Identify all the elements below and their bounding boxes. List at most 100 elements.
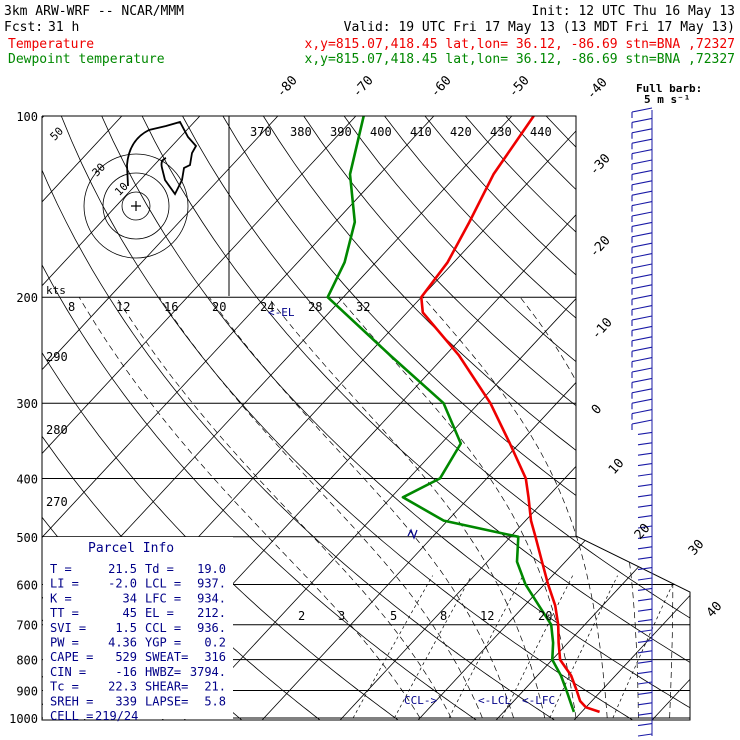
isotherm-label: 0 <box>589 402 605 418</box>
mixing-ratio-line <box>501 575 574 719</box>
isotherm <box>641 116 690 720</box>
mixing-ratio-upper-label: 8 <box>68 300 75 314</box>
pressure-label-900: 900 <box>16 684 38 698</box>
wind-barb <box>631 149 653 160</box>
parcel-row-label: K = <box>50 591 72 605</box>
wind-barb <box>631 128 653 139</box>
pressure-label-200: 200 <box>16 291 38 305</box>
mixing-ratio-upper-label: 20 <box>212 300 226 314</box>
wind-barb <box>631 138 653 150</box>
theta-e-label: 390 <box>330 125 352 139</box>
wind-barb <box>631 159 653 170</box>
isotherm-label: -30 <box>587 151 614 178</box>
wind-barb <box>637 556 653 560</box>
parcel-row-label: TT = <box>50 606 79 620</box>
wind-barb <box>631 263 653 274</box>
parcel-row-value: 19.0 <box>197 562 226 576</box>
mixing-ratio-lower-label: 8 <box>440 609 447 623</box>
wind-barb <box>637 702 653 706</box>
wind-barb <box>631 273 653 285</box>
parcel-row-value: 936. <box>197 621 226 635</box>
wind-barb <box>631 398 653 410</box>
parcel-row-value: 0.2 <box>204 636 226 650</box>
mixing-ratio-upper-label: 28 <box>308 300 322 314</box>
parcel-row-label: YGP = <box>145 636 181 650</box>
wind-barb <box>631 388 653 399</box>
temperature-location: x,y=815.07,418.45 lat,lon= 36.12, -86.69… <box>305 37 735 52</box>
moist-adiabat <box>159 297 483 719</box>
theta-e-label: 400 <box>370 125 392 139</box>
plot-border <box>41 115 691 721</box>
parcel-info-box: Parcel Info T = 21.5 Td = 19.0 LI = -2.0 LCL =… <box>43 537 233 723</box>
parcel-row-label: Tc = <box>50 680 79 694</box>
parcel-row-label: EL = <box>145 606 174 620</box>
wind-barb <box>637 660 653 664</box>
hodograph: 50 30 10 kts <box>46 116 230 297</box>
dry-adiabat <box>182 116 690 720</box>
isotherm-label: -50 <box>506 73 533 100</box>
mixing-ratio-upper-label: 16 <box>164 300 178 314</box>
parcel-row-value: 21.5 <box>108 562 137 576</box>
pressure-label-500: 500 <box>16 531 38 545</box>
wind-barb <box>637 587 653 591</box>
theta-e-label: 440 <box>530 125 552 139</box>
wind-barb <box>637 671 653 675</box>
wind-barb <box>631 294 653 306</box>
isotherm <box>42 116 460 720</box>
parcel-row-value: 934. <box>197 591 226 605</box>
wind-barb <box>637 723 653 727</box>
pressure-label-300: 300 <box>16 397 38 411</box>
el-label: <-EL <box>268 306 295 319</box>
parcel-row-value: 21. <box>204 680 226 694</box>
mixing-ratio-line <box>448 575 524 719</box>
isotherm <box>42 116 226 720</box>
pressure-label-100: 100 <box>16 110 38 124</box>
wind-barb <box>637 567 653 571</box>
isotherm-label: -60 <box>428 73 455 100</box>
parcel-row-label: CIN = <box>50 665 86 679</box>
hodograph-ring-middle <box>102 172 170 240</box>
pressure-label-400: 400 <box>16 472 38 486</box>
parcel-info-background <box>43 537 233 719</box>
dry-adiabat <box>101 116 690 720</box>
isotherm-label: 20 <box>632 521 654 543</box>
isotherm-label: -20 <box>587 233 614 260</box>
pressure-label-800: 800 <box>16 654 38 668</box>
hodograph-trace <box>126 120 198 196</box>
hodograph-ring-inner <box>121 191 151 221</box>
wind-barb <box>631 325 653 337</box>
wind-barb <box>637 598 653 602</box>
mixing-ratio-lower-label: 12 <box>480 609 494 623</box>
hodograph-center-cross <box>131 201 141 211</box>
wind-barb <box>631 357 653 368</box>
wind-barb <box>631 409 653 420</box>
isotherm-label: -40 <box>584 75 611 102</box>
parcel-row-value: 45 <box>123 606 137 620</box>
wind-barb <box>637 473 653 477</box>
parcel-row-value: 339 <box>115 694 137 708</box>
parcel-row-value: 937. <box>197 577 226 591</box>
parcel-row-label: LI = <box>50 577 79 591</box>
valid-time: Valid: 19 UTC Fri 17 May 13 (13 MDT Fri … <box>344 20 735 35</box>
dry-adiabat-label: 270 <box>46 495 68 509</box>
wind-barb <box>637 546 653 550</box>
parcel-row-label: LAPSE= <box>145 694 188 708</box>
wind-barb <box>637 608 653 612</box>
moist-adiabat <box>422 296 608 719</box>
parcel-row-value: 22.3 <box>108 680 137 694</box>
wind-barb <box>631 346 653 358</box>
wind-barb <box>631 201 653 212</box>
isotherm-label: 30 <box>686 537 708 559</box>
marker-glyph <box>407 528 418 540</box>
temperature-curve <box>420 116 601 714</box>
parcel-row-value: 4.36 <box>108 636 137 650</box>
isotherm <box>42 116 148 720</box>
isotherm <box>563 116 690 720</box>
ccl-label: CCL-> <box>404 694 437 707</box>
moist-adiabat <box>116 297 452 719</box>
wind-barb <box>637 515 653 519</box>
wind-barb <box>637 733 653 737</box>
forecast-hour: 31 h <box>48 20 79 35</box>
isotherm <box>42 116 538 720</box>
